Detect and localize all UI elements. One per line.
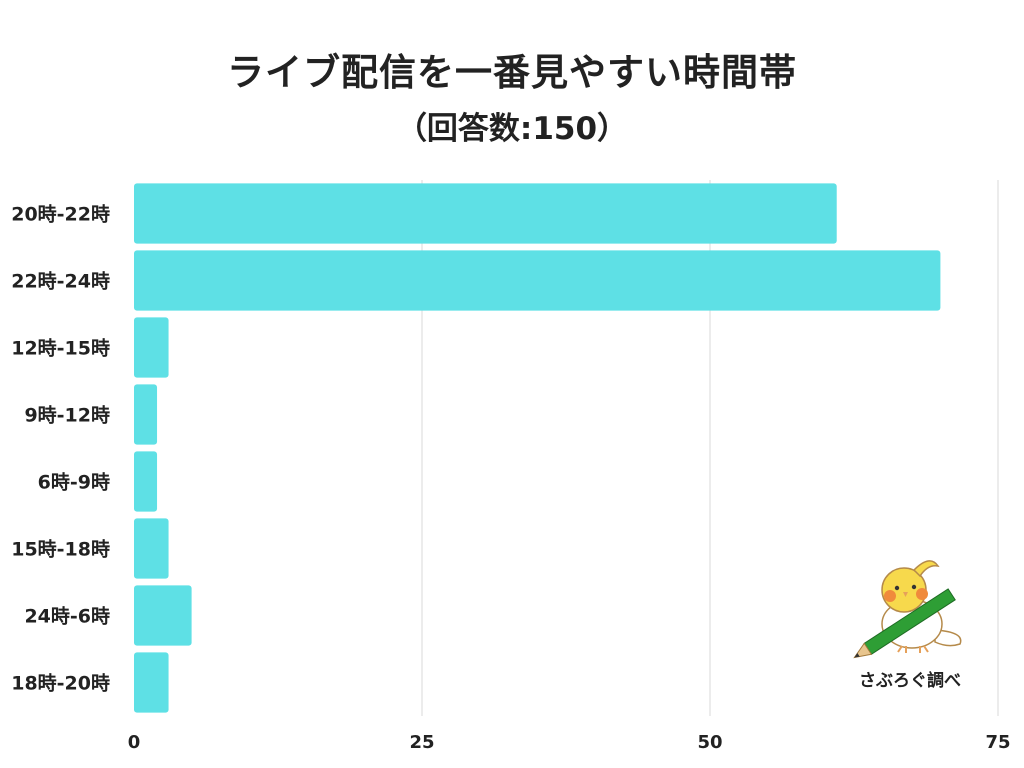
bar <box>134 250 941 311</box>
bar <box>134 183 837 244</box>
category-label: 20時-22時 <box>11 204 110 226</box>
x-tick-label: 50 <box>697 732 722 753</box>
bar <box>134 518 169 579</box>
x-tick-label: 75 <box>985 732 1010 753</box>
bar <box>134 317 169 378</box>
chart-title: ライブ配信を一番見やすい時間帯 <box>227 51 797 94</box>
category-label: 15時-18時 <box>11 539 110 561</box>
category-label: 6時-9時 <box>38 472 110 494</box>
bar <box>134 384 158 445</box>
category-label: 18時-20時 <box>11 673 110 695</box>
x-tick-labels: 0 25 50 75 <box>128 732 1011 753</box>
category-labels: 20時-22時 22時-24時 12時-15時 9時-12時 6時-9時 15時-18時 2… <box>11 204 110 695</box>
source-credit: さぶろぐ調べ <box>859 671 961 691</box>
category-label: 9時-12時 <box>24 405 110 427</box>
chart-subtitle: （回答数:150） <box>395 111 629 147</box>
cockatiel-with-pencil-icon <box>853 560 962 659</box>
x-tick-label: 0 <box>128 732 141 753</box>
bar <box>134 585 192 646</box>
bar <box>134 451 158 512</box>
bars <box>134 183 941 713</box>
x-tick-label: 25 <box>409 732 434 753</box>
category-label: 22時-24時 <box>11 271 110 293</box>
category-label: 12時-15時 <box>11 338 110 360</box>
bar <box>134 652 169 713</box>
category-label: 24時-6時 <box>24 606 110 628</box>
